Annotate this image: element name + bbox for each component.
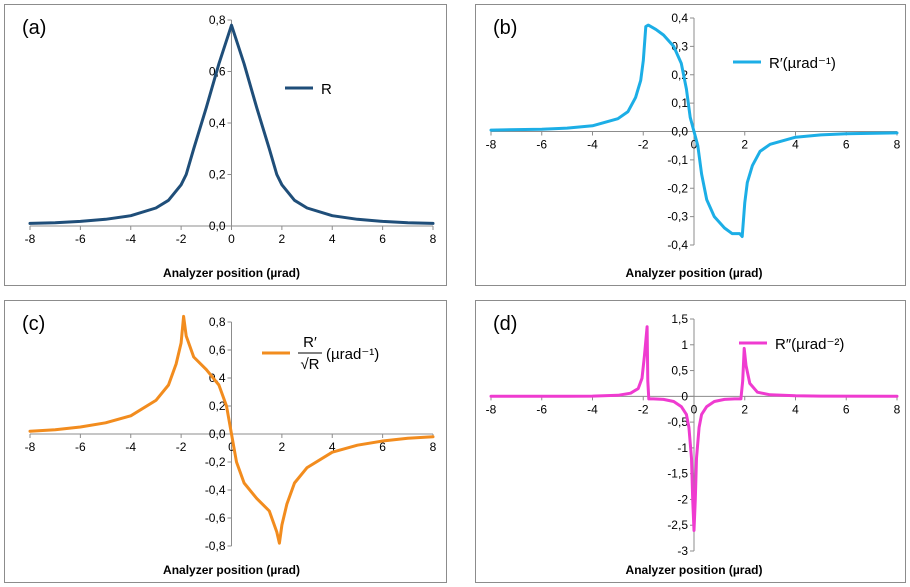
x-tick-label: -8 — [25, 232, 36, 246]
y-tick-label: -0,1 — [667, 153, 688, 167]
y-tick-label: 0,0 — [209, 427, 226, 441]
chart-panel-b: -8 -6 -4 -2 0 2 4 6 8-0,4-0,3-0,2-0,10,00,10,20,… — [475, 4, 906, 286]
legend-entry: R — [321, 81, 332, 98]
x-tick-label: -2 — [638, 402, 649, 416]
x-tick-label: -4 — [587, 402, 598, 416]
x-tick-label: 2 — [279, 232, 286, 246]
x-tick-label: -8 — [25, 440, 36, 454]
chart-panel-d: -8 -6 -4 -2 0 2 4 6 8-3-2,5-2-1,5-1-0,500,511,5A… — [475, 300, 906, 583]
x-tick-label: 8 — [430, 440, 437, 454]
x-tick-label: -8 — [486, 402, 497, 416]
x-tick-label: -6 — [75, 440, 86, 454]
y-tick-label: 1 — [681, 338, 688, 352]
x-tick-label: -4 — [587, 138, 598, 152]
x-tick-label: 8 — [894, 402, 901, 416]
y-tick-label: -0,3 — [667, 210, 688, 224]
y-tick-label: -3 — [677, 544, 688, 558]
x-tick-label: -2 — [176, 232, 187, 246]
x-tick-label: 0 — [228, 440, 235, 454]
y-tick-label: -0,2 — [667, 181, 688, 195]
x-tick-label: 4 — [792, 402, 799, 416]
panel-frame — [475, 4, 906, 286]
y-tick-label: -0,6 — [205, 511, 226, 525]
legend-entry: R′(µrad⁻¹) — [769, 55, 836, 72]
y-tick-label: 0,6 — [209, 343, 226, 357]
legend-label: R′(µrad⁻¹) — [769, 55, 836, 72]
x-tick-label: -6 — [75, 232, 86, 246]
x-tick-label: 2 — [741, 138, 748, 152]
y-tick-label: 0,1 — [671, 96, 688, 110]
x-tick-label: 0 — [691, 138, 698, 152]
legend-unit: (µrad⁻¹) — [326, 346, 379, 363]
panel-frame — [4, 4, 447, 286]
y-tick-label: 0,2 — [209, 168, 226, 182]
y-tick-label: 0,2 — [209, 399, 226, 413]
panel-label: (b) — [493, 17, 517, 39]
y-tick-label: -0,2 — [205, 455, 226, 469]
y-tick-label: 0,8 — [209, 13, 226, 27]
y-tick-label: -2,5 — [667, 518, 688, 532]
y-tick-label: 0 — [681, 389, 688, 403]
x-tick-label: -6 — [536, 402, 547, 416]
x-tick-label: -4 — [125, 232, 136, 246]
legend-numerator: R′ — [303, 334, 317, 351]
x-tick-label: 8 — [894, 138, 901, 152]
x-tick-label: 2 — [741, 402, 748, 416]
x-axis-label: Analyzer position (µrad) — [163, 563, 300, 577]
y-tick-label: 0,5 — [671, 364, 688, 378]
x-tick-label: 6 — [379, 440, 386, 454]
y-tick-label: -0,5 — [667, 415, 688, 429]
x-axis-label: Analyzer position (µrad) — [626, 563, 763, 577]
x-tick-label: 0 — [691, 402, 698, 416]
x-axis-label: Analyzer position (µrad) — [626, 266, 763, 280]
y-tick-label: -0,4 — [205, 483, 226, 497]
x-tick-label: 4 — [792, 138, 799, 152]
x-tick-label: 6 — [843, 402, 850, 416]
x-axis-label: Analyzer position (µrad) — [163, 266, 300, 280]
x-tick-label: 0 — [228, 232, 235, 246]
y-tick-label: -1,5 — [667, 467, 688, 481]
y-tick-label: -1 — [677, 441, 688, 455]
y-tick-label: 0,0 — [209, 219, 226, 233]
panel-label: (d) — [493, 313, 517, 335]
legend-label: R — [321, 81, 332, 98]
x-tick-label: 4 — [329, 440, 336, 454]
panel-label: (a) — [22, 17, 46, 39]
x-tick-label: -2 — [638, 138, 649, 152]
x-tick-label: -8 — [486, 138, 497, 152]
x-tick-label: 8 — [430, 232, 437, 246]
x-tick-label: -2 — [176, 440, 187, 454]
x-tick-label: -6 — [536, 138, 547, 152]
series-line-b — [489, 23, 899, 238]
legend-entry: R′/√R (µrad⁻¹)R′√R(µrad⁻¹) — [298, 334, 379, 373]
y-tick-label: 0,4 — [209, 116, 226, 130]
y-tick-label: 0,0 — [671, 125, 688, 139]
x-tick-label: 4 — [329, 232, 336, 246]
x-tick-label: -4 — [125, 440, 136, 454]
series-line-d — [489, 325, 899, 532]
chart-panel-c: -8 -6 -4 -2 0 2 4 6 8 -0,8 -0,6 -0,4 -0,2 0,0 0,2 0,4 0,… — [4, 300, 447, 583]
x-tick-label: 6 — [379, 232, 386, 246]
x-tick-label: 6 — [843, 138, 850, 152]
y-tick-label: 0,4 — [209, 371, 226, 385]
y-tick-label: 0,8 — [209, 315, 226, 329]
y-tick-label: -2 — [677, 492, 688, 506]
y-tick-label: 1,5 — [671, 312, 688, 326]
legend-label: R″(µrad⁻²) — [775, 336, 844, 353]
series-line-a — [28, 23, 435, 225]
y-tick-label: -0,8 — [205, 539, 226, 553]
panel-label: (c) — [22, 313, 45, 335]
legend-denominator: √R — [300, 356, 319, 373]
x-tick-label: 2 — [279, 440, 286, 454]
legend-entry: R″(µrad⁻²) — [775, 336, 844, 353]
y-tick-label: -0,4 — [667, 238, 688, 252]
series-line-c — [28, 314, 435, 545]
y-tick-label: 0,4 — [671, 11, 688, 25]
